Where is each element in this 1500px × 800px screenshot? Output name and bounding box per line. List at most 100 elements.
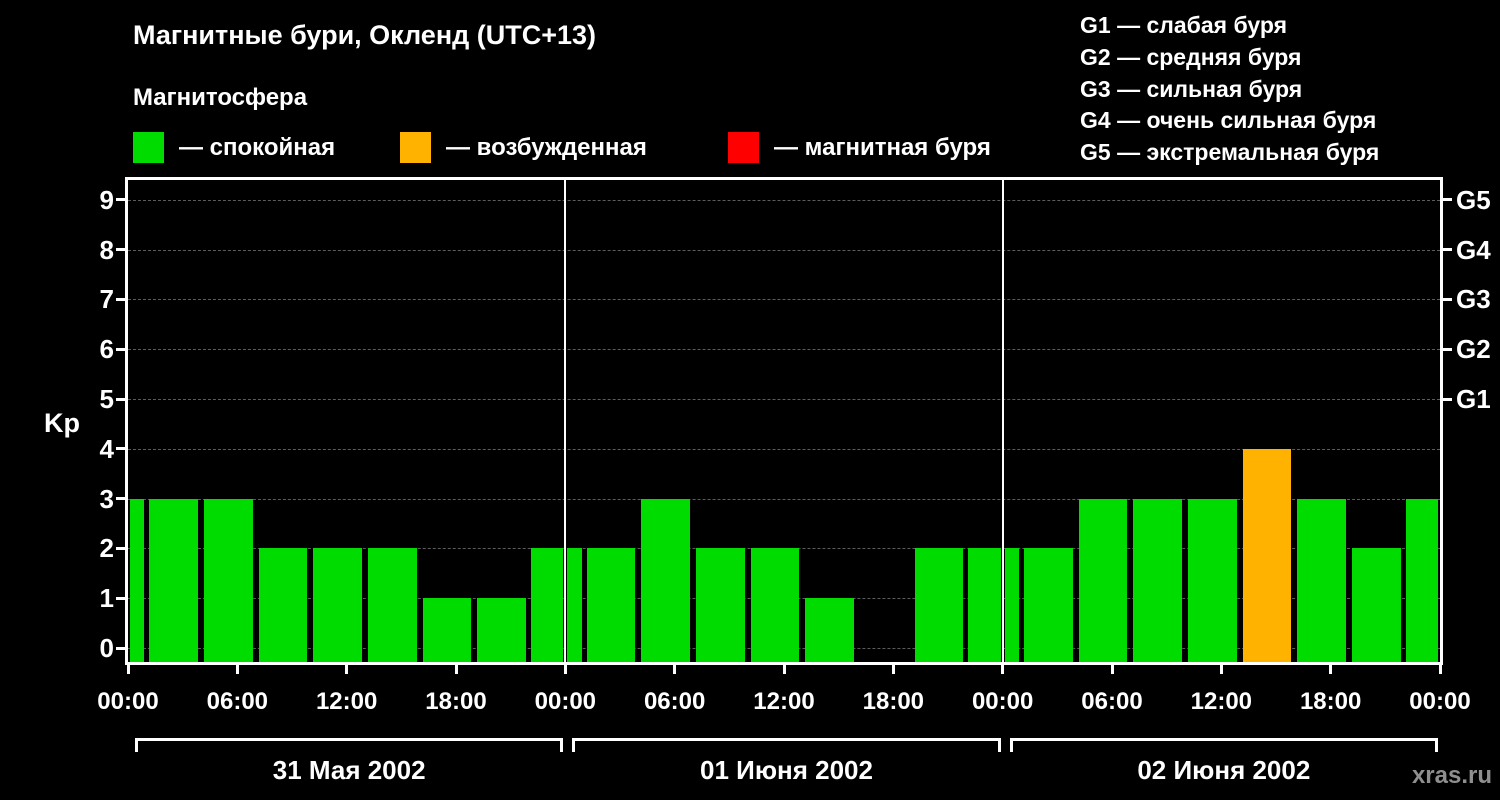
date-label: 31 Мая 2002: [272, 755, 426, 785]
day-boundary-line: [564, 180, 567, 662]
y-axis-tick-mark: [116, 596, 125, 600]
x-axis-tick-mark: [126, 665, 130, 674]
y-axis-tick-mark: [116, 546, 125, 550]
kp-bar: [1004, 548, 1019, 662]
x-axis-tick-label: 00:00: [534, 688, 597, 715]
x-axis-tick-label: 00:00: [1409, 688, 1471, 715]
y-axis-tick-label: 4: [99, 433, 114, 464]
kp-bar: [203, 498, 253, 662]
storm-color-swatch: [728, 132, 759, 163]
x-axis-tick-mark: [782, 665, 786, 674]
g-axis-label: G2: [1456, 334, 1491, 365]
y-axis-tick-mark: [116, 248, 125, 252]
g-axis-label: G1: [1456, 384, 1491, 414]
kp-gridline: [128, 199, 1440, 201]
kp-bar: [530, 548, 564, 662]
plot-area: [125, 177, 1443, 665]
g-legend-line: G4 — очень сильная буря: [1080, 107, 1377, 134]
y-axis-tick-label: 1: [99, 583, 114, 614]
x-axis-tick-label: 18:00: [1299, 688, 1362, 715]
x-axis-tick-label: 12:00: [315, 688, 378, 715]
g-axis-label: G3: [1456, 284, 1491, 315]
day-boundary-line: [1001, 180, 1004, 662]
kp-bar: [1242, 448, 1292, 662]
excited-color-swatch: [400, 132, 431, 163]
x-axis-tick-label: 00:00: [971, 688, 1034, 715]
y-axis-tick-label: 2: [99, 533, 114, 564]
chart-title: Магнитные бури, Окленд (UTC+13): [133, 20, 597, 50]
kp-bar: [695, 548, 745, 662]
kp-bar: [1187, 498, 1237, 662]
kp-bar: [422, 598, 472, 662]
kp-bar: [641, 498, 690, 662]
date-label: 01 Июня 2002: [700, 755, 873, 785]
kp-bar: [149, 498, 198, 662]
magnetosphere-subtitle: Магнитосфера: [133, 84, 308, 111]
legend-item-label: — спокойная: [179, 133, 336, 161]
kp-bar: [1405, 498, 1438, 662]
x-axis-tick-label: 06:00: [643, 688, 706, 715]
g-axis-label: G5: [1456, 184, 1491, 215]
x-axis-tick-mark: [563, 665, 567, 674]
kp-gridline: [128, 299, 1440, 301]
kp-bar: [805, 598, 854, 662]
x-axis-tick-label: 06:00: [206, 688, 269, 715]
g-axis-label: G4: [1456, 234, 1491, 265]
kp-bar: [968, 548, 1001, 662]
kp-gridline: [128, 249, 1440, 251]
watermark: xras.ru: [1411, 762, 1492, 789]
date-bracket: [135, 738, 564, 752]
y-axis-tick-label: 5: [99, 384, 114, 414]
kp-bar: [1023, 548, 1073, 662]
g-legend-line: G1 — слабая буря: [1080, 12, 1288, 38]
g-legend-line: G5 — экстремальная буря: [1080, 139, 1380, 166]
legend-item-storm: — магнитная буря: [728, 132, 991, 163]
g-axis-tick-mark: [1443, 297, 1452, 301]
g-axis-tick-mark: [1443, 397, 1452, 401]
y-axis-tick-mark: [116, 198, 125, 202]
y-axis-tick-mark: [116, 497, 125, 501]
kp-bar: [477, 598, 526, 662]
y-axis-tick-mark: [116, 447, 125, 451]
kp-gridline: [128, 448, 1440, 450]
kp-bar: [258, 548, 308, 662]
x-axis-tick-label: 12:00: [1190, 688, 1253, 715]
legend-item-label: — магнитная буря: [774, 133, 991, 161]
kp-bar: [567, 548, 582, 662]
x-axis-tick-mark: [891, 665, 895, 674]
x-axis-tick-mark: [1219, 665, 1223, 674]
y-axis-tick-label: 3: [99, 483, 114, 514]
legend-item-quiet: — спокойная: [133, 132, 335, 163]
y-axis-tick-label: 7: [99, 284, 114, 315]
kp-bar: [367, 548, 417, 662]
kp-bar: [1078, 498, 1128, 662]
y-axis-tick-mark: [116, 646, 125, 650]
g-axis-tick-mark: [1443, 248, 1452, 252]
kp-bar: [1297, 498, 1346, 662]
kp-gridline: [128, 498, 1440, 500]
legend-item-excited: — возбужденная: [400, 132, 647, 163]
legend-item-label: — возбужденная: [446, 133, 647, 161]
x-axis-tick-label: 18:00: [862, 688, 925, 715]
y-axis-tick-label: 9: [99, 184, 114, 215]
kp-bar: [750, 548, 800, 662]
x-axis-tick-label: 00:00: [97, 688, 159, 715]
y-axis-tick-mark: [116, 397, 125, 401]
x-axis-tick-mark: [1438, 665, 1442, 674]
y-axis-tick-mark: [116, 297, 125, 301]
x-axis-tick-mark: [1001, 665, 1005, 674]
date-bracket: [572, 738, 1001, 752]
kp-gridline: [128, 399, 1440, 400]
kp-bar: [1351, 548, 1401, 662]
y-axis-tick-mark: [116, 347, 125, 351]
g-axis-tick-mark: [1443, 198, 1452, 202]
y-axis-title: Kp: [44, 408, 80, 438]
date-bracket: [1009, 738, 1438, 752]
kp-bar: [1133, 498, 1182, 662]
x-axis-tick-mark: [1110, 665, 1114, 674]
date-label: 02 Июня 2002: [1137, 755, 1311, 785]
kp-bar: [914, 548, 964, 662]
x-axis-tick-mark: [673, 665, 677, 674]
x-axis-tick-label: 18:00: [425, 688, 487, 715]
